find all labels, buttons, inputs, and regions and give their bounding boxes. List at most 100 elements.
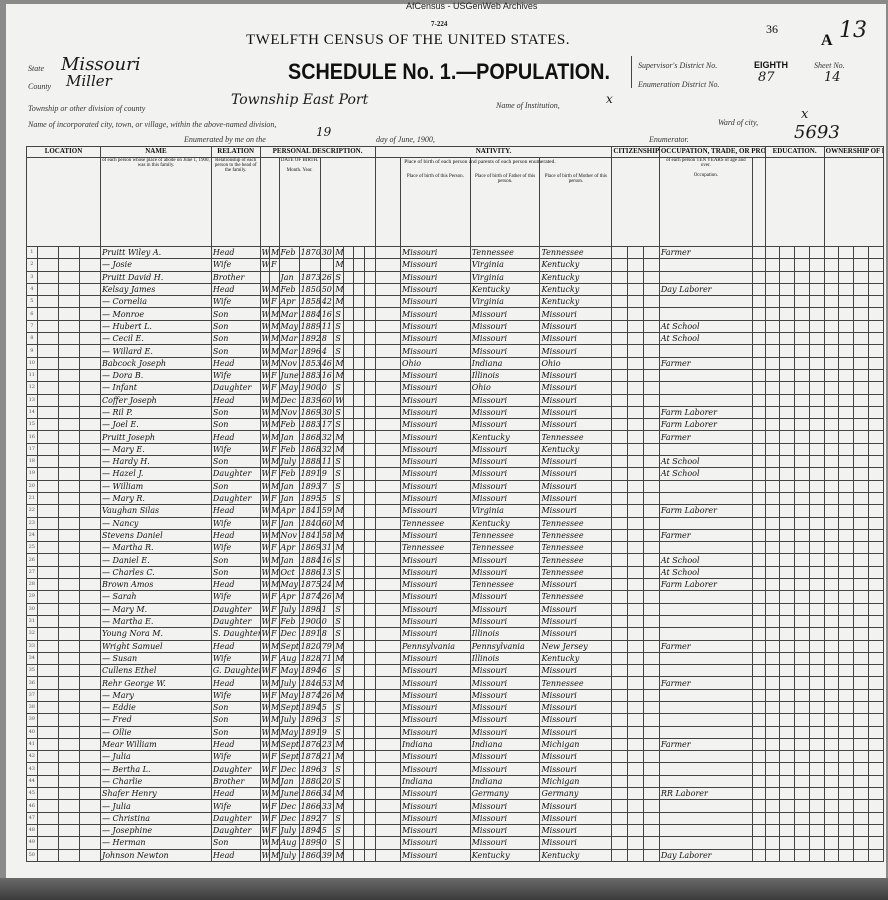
empty-cell	[794, 614, 810, 629]
empty-cell	[364, 430, 376, 444]
birth-year-cell: 1894	[298, 664, 321, 678]
empty-cell	[838, 479, 855, 493]
birthplace-cell: Missouri	[400, 823, 471, 838]
enumerated-label: Enumerated by me on the	[184, 135, 266, 144]
empty-cell	[374, 700, 402, 715]
empty-cell	[764, 578, 781, 592]
empty-cell	[353, 836, 366, 850]
sex-cell: M	[269, 245, 280, 260]
relation-cell: Wife	[210, 442, 261, 457]
table-row: 50 Johnson Newton Head W M July 1860 39 M Missour…	[26, 848, 885, 862]
empty-cell	[808, 528, 825, 543]
relation-cell: Son	[210, 405, 261, 420]
empty-cell	[78, 368, 101, 383]
name-cell: — Josie	[99, 258, 212, 272]
sex-cell: F	[269, 602, 280, 616]
mother-birthplace-cell: Missouri	[539, 479, 613, 493]
empty-cell	[627, 258, 645, 272]
empty-cell	[627, 455, 645, 469]
empty-cell	[342, 799, 355, 813]
marital-status-cell: S	[333, 664, 344, 678]
birthplace-cell: Missouri	[400, 664, 471, 678]
marital-status-cell: M	[333, 578, 344, 592]
birth-year-cell: 1893	[298, 479, 321, 493]
line-number: 46	[26, 799, 38, 813]
empty-cell	[353, 799, 366, 813]
empty-cell	[342, 639, 355, 653]
empty-cell	[764, 307, 781, 321]
sheet-value: 14	[824, 70, 841, 85]
empty-cell	[779, 418, 796, 432]
empty-cell	[779, 455, 796, 469]
age-cell: 20	[319, 774, 335, 789]
empty-cell	[764, 590, 781, 604]
empty-cell	[342, 590, 355, 604]
mother-birthplace-cell: Tennessee	[539, 516, 613, 530]
empty-cell	[364, 245, 376, 260]
empty-cell	[794, 319, 810, 334]
line-number: 38	[26, 700, 38, 715]
empty-cell	[78, 356, 101, 370]
empty-cell	[838, 504, 855, 518]
empty-cell	[342, 381, 355, 395]
birth-month-cell: July	[278, 676, 300, 690]
father-birthplace-cell: Indiana	[469, 737, 541, 752]
empty-cell	[643, 541, 660, 555]
age-cell: 16	[319, 307, 335, 321]
empty-cell	[57, 651, 80, 666]
empty-cell	[374, 381, 402, 395]
empty-cell	[342, 258, 355, 272]
empty-cell	[36, 332, 59, 346]
schedule-title: SCHEDULE No. 1.—POPULATION.	[288, 59, 610, 84]
empty-cell	[764, 725, 781, 739]
empty-cell	[364, 528, 376, 543]
empty-cell	[342, 245, 355, 260]
empty-cell	[751, 491, 766, 506]
empty-cell	[57, 491, 80, 506]
empty-cell	[36, 516, 59, 530]
empty-cell	[36, 307, 59, 321]
birthplace-cell: Missouri	[400, 848, 471, 862]
empty-cell	[36, 590, 59, 604]
age-cell: 42	[319, 295, 335, 309]
birth-month-cell: May	[278, 578, 300, 592]
empty-cell	[867, 823, 885, 838]
birthplace-cell: Missouri	[400, 787, 471, 801]
name-cell: — Monroe	[99, 307, 212, 321]
sex-cell: F	[269, 614, 280, 629]
empty-cell	[853, 787, 869, 801]
empty-cell	[353, 590, 366, 604]
name-cell: — Hazel J.	[99, 467, 212, 481]
occupation-cell	[658, 307, 753, 321]
empty-cell	[374, 578, 402, 592]
color-cell: W	[259, 762, 270, 776]
relation-cell: Head	[210, 639, 261, 653]
header-name-desc: of each person whose place of abode on J…	[99, 157, 212, 247]
relation-cell: Daughter	[210, 823, 261, 838]
empty-cell	[808, 455, 825, 469]
empty-cell	[823, 590, 840, 604]
empty-cell	[78, 332, 101, 346]
birth-month-cell: Mar	[278, 344, 300, 358]
empty-cell	[374, 368, 402, 383]
occupation-cell	[658, 762, 753, 776]
empty-cell	[853, 578, 869, 592]
empty-cell	[342, 762, 355, 776]
header-occupation: OCCUPATION, TRADE, OR PROFESSION	[658, 146, 766, 158]
empty-cell	[364, 442, 376, 457]
occupation-cell	[658, 836, 753, 850]
empty-cell	[643, 528, 660, 543]
empty-cell	[808, 258, 825, 272]
birth-year-cell: 1874	[298, 688, 321, 702]
birth-month-cell: Aug	[278, 836, 300, 850]
empty-cell	[808, 282, 825, 297]
line-number: 32	[26, 627, 38, 641]
sex-cell: M	[269, 455, 280, 469]
mother-birthplace-cell: Missouri	[539, 700, 613, 715]
empty-cell	[838, 245, 855, 260]
empty-cell	[611, 516, 629, 530]
father-birthplace-cell: Missouri	[469, 565, 541, 580]
table-row: 14— Ril P. Son W M Nov 1869 30 S Missouri Missour…	[26, 405, 885, 420]
enumerated-date-label: day of June, 1900,	[376, 135, 435, 144]
